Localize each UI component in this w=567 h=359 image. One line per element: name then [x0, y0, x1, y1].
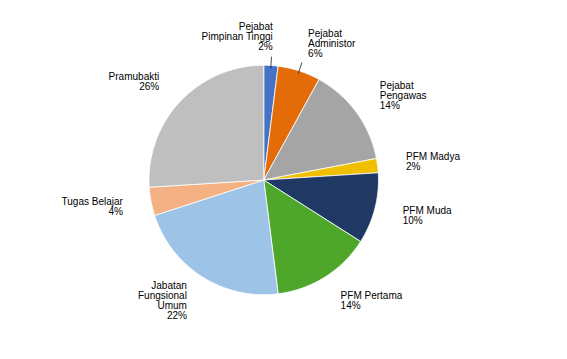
svg-text:Tugas Belajar4%: Tugas Belajar4%	[62, 196, 124, 217]
svg-text:PejabatPimpinan Tinggi2%: PejabatPimpinan Tinggi2%	[202, 21, 273, 52]
svg-text:PejabatPengawas14%: PejabatPengawas14%	[380, 80, 427, 111]
svg-text:PFM Madya2%: PFM Madya2%	[406, 151, 460, 172]
svg-text:PejabatAdministor6%: PejabatAdministor6%	[308, 28, 356, 59]
svg-text:Pramubakti26%: Pramubakti26%	[109, 71, 160, 92]
svg-text:PFM Muda10%: PFM Muda10%	[403, 205, 452, 226]
svg-text:JabatanFungsionalUmum22%: JabatanFungsionalUmum22%	[138, 280, 187, 321]
svg-text:PFM Pertama14%: PFM Pertama14%	[341, 290, 403, 311]
